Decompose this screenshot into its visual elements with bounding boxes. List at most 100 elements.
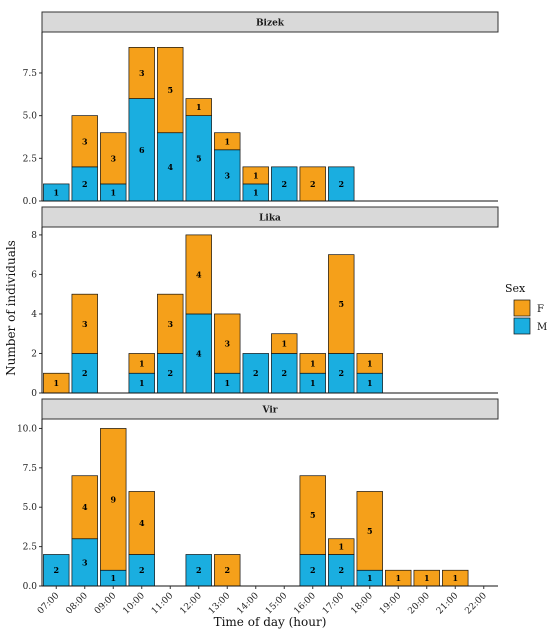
bar-value-label: 6: [139, 145, 145, 155]
legend-title: Sex: [505, 282, 526, 295]
bar-segment-f: [299, 475, 326, 555]
bar-segment-f: [128, 353, 155, 374]
x-tick-label: 20:00: [406, 591, 432, 617]
bar-segment-f: [71, 293, 98, 354]
bar-value-label: 1: [110, 573, 116, 583]
bar-segment-f: [214, 313, 241, 374]
bar-segment-f: [214, 554, 241, 587]
legend-swatch-m: [513, 317, 531, 335]
facet-strip: [41, 206, 499, 228]
facet-title: Bizek: [256, 19, 285, 29]
x-tick-label: 07:00: [36, 591, 62, 617]
bar-value-label: 1: [196, 102, 202, 112]
x-tick-label: 08:00: [64, 591, 90, 617]
bar-value-label: 2: [253, 368, 259, 378]
bar-segment-f: [157, 293, 184, 354]
bar-value-label: 9: [110, 494, 116, 504]
bar-value-label: 1: [424, 573, 430, 583]
bar-value-label: 2: [82, 368, 88, 378]
y-tick-label: 10.0: [17, 424, 37, 434]
bar-segment-m: [214, 149, 241, 202]
facet-strip: [41, 398, 499, 420]
bar-segment-m: [328, 353, 355, 394]
bar-segment-f: [71, 115, 98, 168]
y-tick-label: 8: [31, 231, 37, 241]
y-tick-label: 6: [31, 270, 37, 280]
bar-segment-m: [43, 554, 70, 587]
x-tick-label: 21:00: [435, 591, 461, 617]
x-tick-label: 14:00: [235, 591, 261, 617]
bar-value-label: 3: [167, 319, 173, 329]
bar-segment-f: [328, 538, 355, 555]
bar-value-label: 1: [53, 187, 59, 197]
bar-value-label: 2: [224, 565, 230, 575]
bar-value-label: 5: [196, 153, 202, 163]
bar-segment-m: [185, 115, 212, 202]
bar-value-label: 1: [367, 573, 373, 583]
x-tick-label: 16:00: [292, 591, 318, 617]
bar-segment-f: [100, 428, 127, 571]
y-tick-label: 2.5: [23, 543, 38, 553]
bar-value-label: 2: [167, 368, 173, 378]
bar-value-label: 1: [367, 358, 373, 368]
y-tick-label: 2: [31, 349, 37, 359]
bar-value-label: 1: [395, 573, 401, 583]
bar-value-label: 2: [53, 565, 59, 575]
bar-segment-f: [128, 47, 155, 99]
facet-title: Vir: [262, 406, 278, 416]
y-tick-label: 7.5: [23, 69, 38, 79]
x-tick-label: 13:00: [207, 591, 233, 617]
bar-value-label: 2: [338, 565, 344, 575]
bar-value-label: 5: [338, 299, 344, 309]
x-tick-label: 18:00: [349, 591, 375, 617]
bar-segment-f: [71, 475, 98, 540]
bar-segment-f: [328, 254, 355, 354]
bar-value-label: 2: [281, 179, 287, 189]
y-tick-label: 0.0: [23, 582, 38, 592]
bar-segment-f: [242, 166, 269, 185]
y-tick-label: 7.5: [23, 464, 38, 474]
x-tick-label: 09:00: [93, 591, 119, 617]
y-tick-label: 5.0: [23, 503, 38, 513]
bar-segment-m: [185, 313, 212, 394]
x-tick-label: 12:00: [178, 591, 204, 617]
bar-value-label: 2: [281, 368, 287, 378]
bar-segment-f: [299, 353, 326, 374]
bar-value-label: 1: [253, 187, 259, 197]
y-tick-label: 0.0: [23, 197, 38, 207]
bar-segment-f: [214, 132, 241, 151]
bar-segment-f: [128, 491, 155, 555]
x-tick-label: 11:00: [150, 591, 176, 617]
x-tick-label: 19:00: [378, 591, 404, 617]
bar-value-label: 2: [139, 565, 145, 575]
bar-segment-f: [157, 47, 184, 134]
bar-value-label: 1: [139, 358, 145, 368]
x-tick-label: 17:00: [321, 591, 347, 617]
bar-value-label: 1: [139, 378, 145, 388]
y-tick-label: 5.0: [23, 112, 38, 122]
bar-value-label: 1: [338, 542, 344, 552]
bar-value-label: 4: [167, 162, 173, 172]
bar-value-label: 1: [310, 378, 316, 388]
bar-value-label: 3: [110, 153, 116, 163]
x-tick-label: 10:00: [121, 591, 147, 617]
bar-value-label: 4: [196, 348, 202, 358]
bar-value-label: 4: [196, 269, 202, 279]
bar-value-label: 1: [224, 136, 230, 146]
legend-label-f: F: [537, 304, 544, 315]
bar-value-label: 4: [82, 502, 88, 512]
bar-value-label: 5: [367, 526, 373, 536]
bar-value-label: 1: [367, 378, 373, 388]
y-tick-label: 2.5: [23, 154, 38, 164]
bar-segment-f: [185, 234, 212, 315]
bar-value-label: 4: [139, 518, 145, 528]
legend-label-m: M: [537, 322, 547, 333]
bar-value-label: 2: [338, 179, 344, 189]
bar-value-label: 5: [310, 510, 316, 520]
bar-segment-f: [185, 98, 212, 116]
bar-value-label: 2: [338, 368, 344, 378]
bar-value-label: 2: [82, 179, 88, 189]
facet-strip: [41, 11, 499, 33]
